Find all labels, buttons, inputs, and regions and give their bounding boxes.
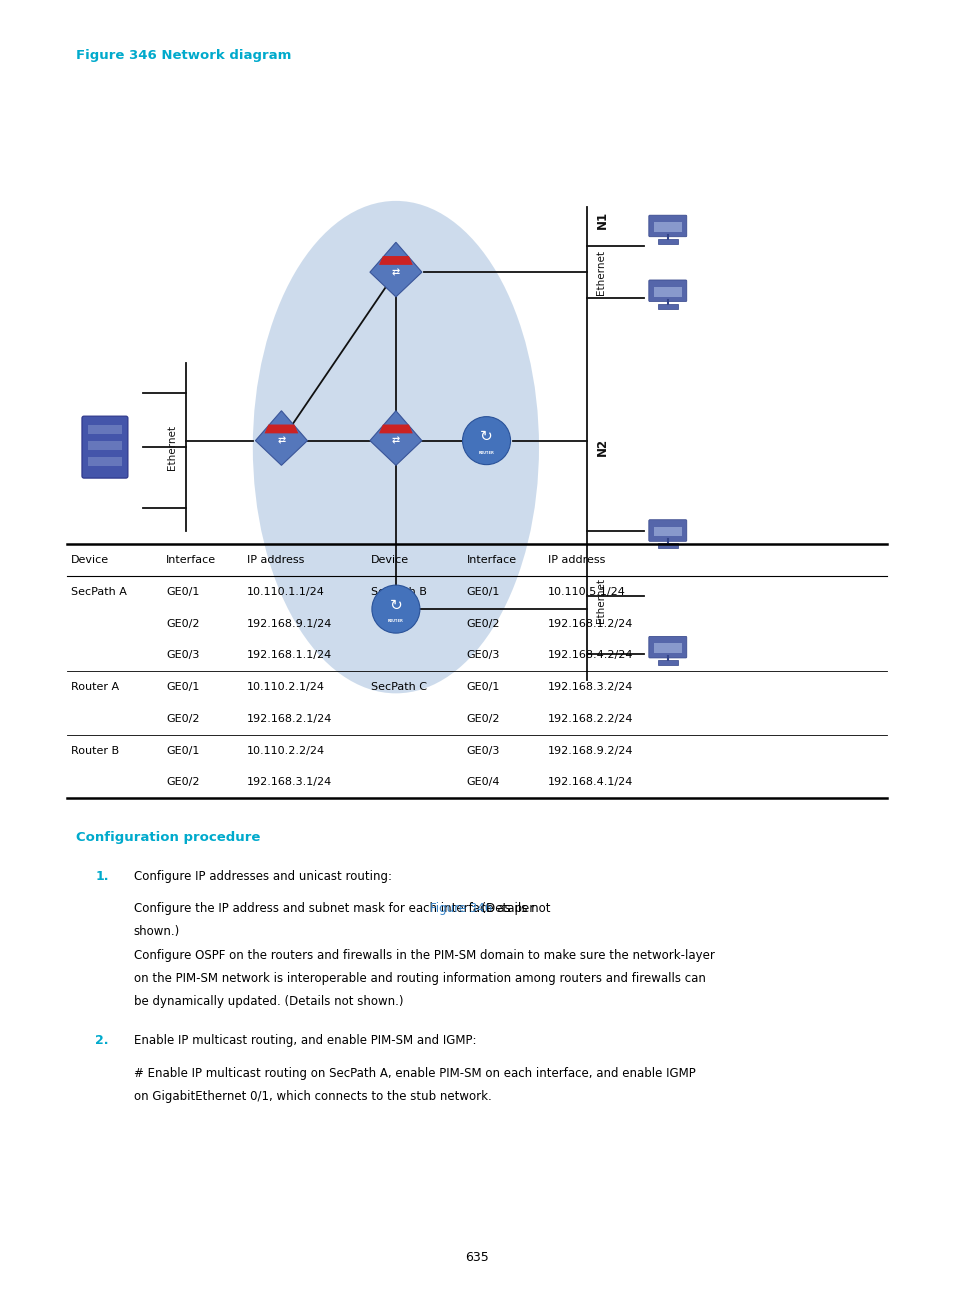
Text: 10.110.1.1/24: 10.110.1.1/24	[247, 587, 325, 597]
Text: 1.: 1.	[95, 870, 109, 883]
Text: ↻: ↻	[389, 597, 402, 613]
Text: GE0/2: GE0/2	[466, 714, 499, 724]
Text: GE0/3: GE0/3	[166, 651, 199, 661]
Text: GE0/1: GE0/1	[166, 745, 199, 756]
Bar	[653, 526, 681, 537]
Text: Ethernet: Ethernet	[596, 578, 605, 622]
Text: Interface: Interface	[466, 555, 517, 565]
Text: ⇄: ⇄	[392, 267, 399, 277]
Bar	[653, 643, 681, 653]
Text: 192.168.4.1/24: 192.168.4.1/24	[547, 778, 633, 788]
Text: 192.168.9.1/24: 192.168.9.1/24	[247, 618, 333, 629]
Circle shape	[372, 584, 419, 634]
Text: Router A: Router A	[71, 682, 119, 692]
Text: Device: Device	[371, 555, 409, 565]
Polygon shape	[264, 425, 298, 433]
Text: 192.168.2.1/24: 192.168.2.1/24	[247, 714, 333, 724]
Text: GE0/1: GE0/1	[466, 682, 499, 692]
Text: 192.168.3.2/24: 192.168.3.2/24	[547, 682, 633, 692]
Text: GE0/3: GE0/3	[466, 651, 499, 661]
Polygon shape	[255, 411, 307, 465]
Polygon shape	[370, 411, 421, 465]
Text: on the PIM-SM network is interoperable and routing information among routers and: on the PIM-SM network is interoperable a…	[133, 972, 704, 985]
Text: GE0/1: GE0/1	[166, 682, 199, 692]
Bar	[88, 441, 122, 450]
Text: 192.168.3.1/24: 192.168.3.1/24	[247, 778, 333, 788]
Bar	[88, 457, 122, 467]
Bar	[88, 425, 122, 434]
Text: ⇄: ⇄	[392, 435, 399, 446]
Text: Ethernet: Ethernet	[596, 250, 605, 294]
Text: 10.110.2.1/24: 10.110.2.1/24	[247, 682, 325, 692]
Text: Configure IP addresses and unicast routing:: Configure IP addresses and unicast routi…	[133, 870, 391, 883]
Circle shape	[462, 416, 510, 465]
Text: SecPath A: SecPath A	[71, 587, 127, 597]
Bar	[658, 660, 677, 665]
FancyBboxPatch shape	[648, 636, 686, 658]
Text: SecPath B: SecPath B	[371, 587, 427, 597]
Text: Enable IP multicast routing, and enable PIM-SM and IGMP:: Enable IP multicast routing, and enable …	[133, 1034, 476, 1047]
Text: be dynamically updated. (Details not shown.): be dynamically updated. (Details not sho…	[133, 995, 402, 1008]
Text: 192.168.1.1/24: 192.168.1.1/24	[247, 651, 333, 661]
FancyBboxPatch shape	[648, 280, 686, 302]
Text: GE0/2: GE0/2	[466, 618, 499, 629]
Text: ROUTER: ROUTER	[478, 451, 494, 455]
Text: ⇄: ⇄	[277, 435, 285, 446]
Text: Ethernet: Ethernet	[167, 425, 176, 469]
Text: 2.: 2.	[95, 1034, 109, 1047]
Text: GE0/1: GE0/1	[466, 587, 499, 597]
Text: GE0/4: GE0/4	[466, 778, 499, 788]
Text: GE0/2: GE0/2	[166, 778, 199, 788]
Text: shown.): shown.)	[133, 925, 179, 938]
Text: IP address: IP address	[547, 555, 604, 565]
FancyBboxPatch shape	[82, 416, 128, 478]
Text: . (Details not: . (Details not	[474, 902, 550, 915]
Polygon shape	[378, 425, 413, 433]
Text: ↻: ↻	[479, 429, 493, 445]
Text: 10.110.2.2/24: 10.110.2.2/24	[247, 745, 325, 756]
Text: 192.168.2.2/24: 192.168.2.2/24	[547, 714, 633, 724]
Text: 192.168.1.2/24: 192.168.1.2/24	[547, 618, 633, 629]
Text: on GigabitEthernet 0/1, which connects to the stub network.: on GigabitEthernet 0/1, which connects t…	[133, 1090, 491, 1103]
Text: Interface: Interface	[166, 555, 216, 565]
Text: 635: 635	[465, 1251, 488, 1264]
Text: GE0/1: GE0/1	[166, 587, 199, 597]
Text: Configure OSPF on the routers and firewalls in the PIM-SM domain to make sure th: Configure OSPF on the routers and firewa…	[133, 949, 714, 962]
FancyBboxPatch shape	[648, 520, 686, 542]
Text: N2: N2	[596, 438, 609, 456]
Text: Figure 346 Network diagram: Figure 346 Network diagram	[76, 49, 292, 62]
Text: ROUTER: ROUTER	[388, 619, 403, 623]
Bar	[658, 543, 677, 548]
Text: 192.168.9.2/24: 192.168.9.2/24	[547, 745, 633, 756]
Text: GE0/3: GE0/3	[466, 745, 499, 756]
Bar	[653, 222, 681, 232]
Ellipse shape	[253, 201, 538, 693]
Bar	[658, 238, 677, 244]
Text: Router B: Router B	[71, 745, 119, 756]
Bar	[653, 286, 681, 297]
Text: IP address: IP address	[247, 555, 304, 565]
Polygon shape	[378, 257, 413, 264]
FancyBboxPatch shape	[648, 215, 686, 237]
Text: Configure the IP address and subnet mask for each interface as per: Configure the IP address and subnet mask…	[133, 902, 537, 915]
Text: Figure 346: Figure 346	[429, 902, 492, 915]
Text: 10.110.5.1/24: 10.110.5.1/24	[547, 587, 625, 597]
Text: Device: Device	[71, 555, 109, 565]
Bar	[658, 303, 677, 308]
Text: # Enable IP multicast routing on SecPath A, enable PIM-SM on each interface, and: # Enable IP multicast routing on SecPath…	[133, 1067, 695, 1080]
Text: GE0/2: GE0/2	[166, 618, 199, 629]
Text: Configuration procedure: Configuration procedure	[76, 831, 260, 844]
Polygon shape	[370, 242, 421, 297]
Text: 192.168.4.2/24: 192.168.4.2/24	[547, 651, 633, 661]
Text: GE0/2: GE0/2	[166, 714, 199, 724]
Text: SecPath C: SecPath C	[371, 682, 427, 692]
Text: N1: N1	[596, 211, 609, 229]
